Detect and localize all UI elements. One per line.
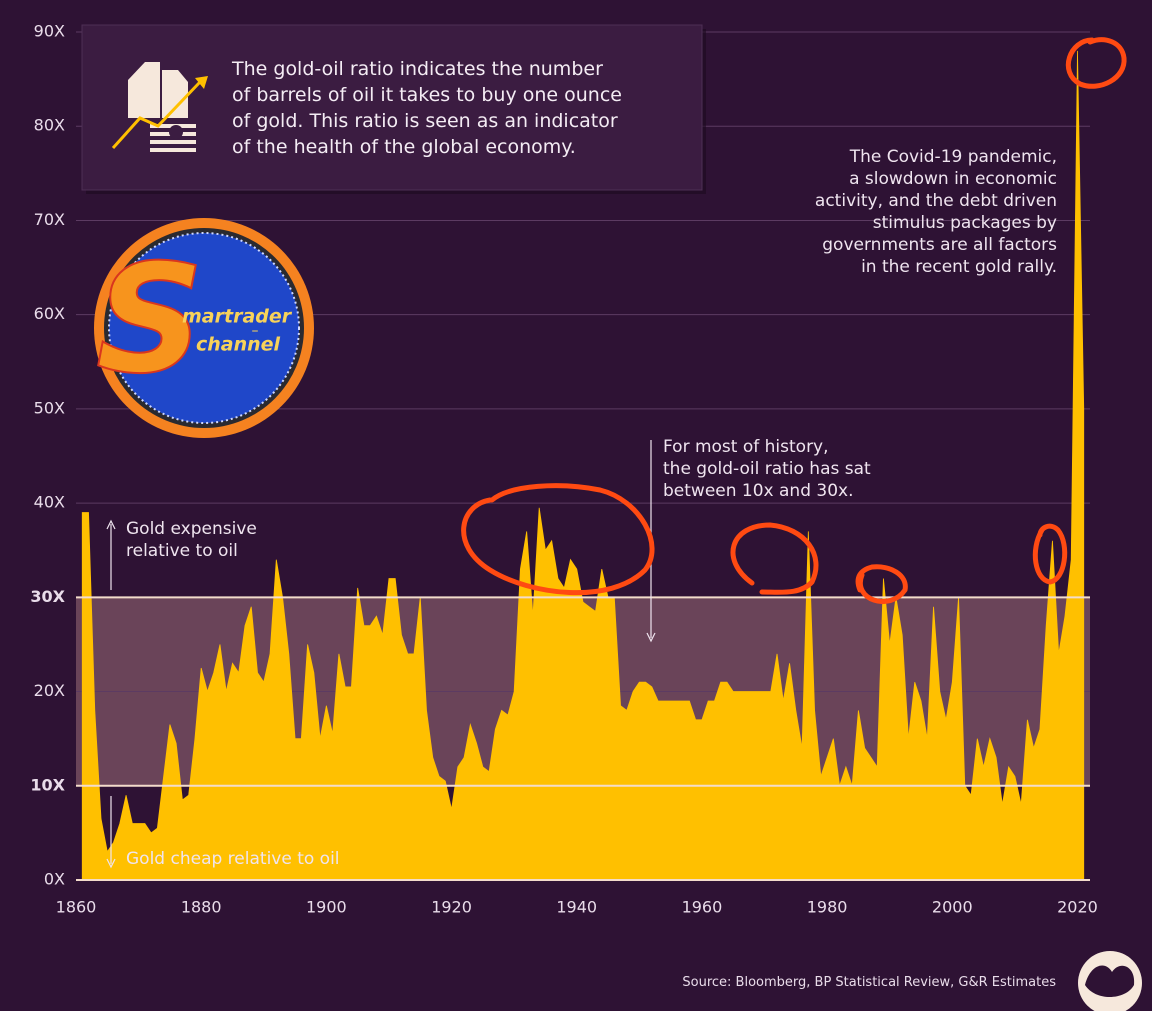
y-tick-label: 0X <box>44 870 65 889</box>
y-tick-label: 80X <box>34 116 65 135</box>
source: Source: Bloomberg, BP Statistical Review… <box>682 975 1056 990</box>
annotation-line: For most of history, <box>663 437 829 457</box>
x-tick-label: 1920 <box>431 898 472 917</box>
info-text: The gold-oil ratio indicates the number … <box>232 56 622 160</box>
info-line: of barrels of oil it takes to buy one ou… <box>232 84 622 106</box>
low-label: Gold cheap relative to oil <box>126 849 340 869</box>
x-tick-label: 2000 <box>932 898 973 917</box>
x-tick-label: 1860 <box>56 898 97 917</box>
area <box>81 50 1085 881</box>
arrow-head <box>646 632 656 643</box>
x-tick-label: 1980 <box>807 898 848 917</box>
annotation-line: governments are all factors <box>822 235 1057 255</box>
y-tick-label: 60X <box>34 304 65 323</box>
hand-circles <box>461 37 1127 604</box>
y-tick-label: 10X <box>30 775 65 794</box>
x-tick-label: 1880 <box>181 898 222 917</box>
y-tick-label: 70X <box>34 210 65 229</box>
high-label-line: relative to oil <box>126 541 238 561</box>
annotation-history: For most of history, the gold-oil ratio … <box>663 436 871 502</box>
x-tick-label: 2020 <box>1057 898 1098 917</box>
high-label: Gold expensive relative to oil <box>126 518 257 562</box>
annotation-line: between 10x and 30x. <box>663 481 854 501</box>
annotation-line: the gold-oil ratio has sat <box>663 459 871 479</box>
x-tick-label: 1960 <box>682 898 723 917</box>
logo-text: martrader <box>182 306 293 328</box>
info-line: The gold-oil ratio indicates the number <box>232 58 603 80</box>
logo-letter: S <box>96 233 204 407</box>
info-icon <box>111 62 208 152</box>
logo: S martrader – channel <box>94 218 314 438</box>
annotation-line: a slowdown in economic <box>849 169 1057 189</box>
info-line: of the health of the global economy. <box>232 136 576 158</box>
info-line: of gold. This ratio is seen as an indica… <box>232 110 618 132</box>
plot-marks <box>81 50 1085 881</box>
high-label-line: Gold expensive <box>126 519 257 539</box>
y-tick-label: 90X <box>34 22 65 41</box>
annotation-line: activity, and the debt driven <box>814 191 1057 211</box>
annotation-line: The Covid-19 pandemic, <box>849 147 1057 167</box>
annotation-line: in the recent gold rally. <box>861 257 1057 277</box>
annotation-line: stimulus packages by <box>872 213 1057 233</box>
brand-icon <box>1078 951 1142 1011</box>
y-tick-label: 30X <box>30 587 65 606</box>
y-tick-label: 50X <box>34 398 65 417</box>
logo-text: – <box>252 323 259 339</box>
y-tick-label: 40X <box>34 493 65 512</box>
y-tick-label: 20X <box>34 681 65 700</box>
arrow-head <box>106 519 116 530</box>
annotation-covid: The Covid-19 pandemic, a slowdown in eco… <box>815 146 1057 278</box>
plot-front: 0X 10X 20X 30X 40X 50X 60X 70X 80X 90X 1860 1880 190… <box>30 22 1097 917</box>
arrow-head <box>106 858 116 869</box>
x-tick-label: 1940 <box>556 898 597 917</box>
logo-text: channel <box>196 334 281 356</box>
x-tick-label: 1900 <box>306 898 347 917</box>
